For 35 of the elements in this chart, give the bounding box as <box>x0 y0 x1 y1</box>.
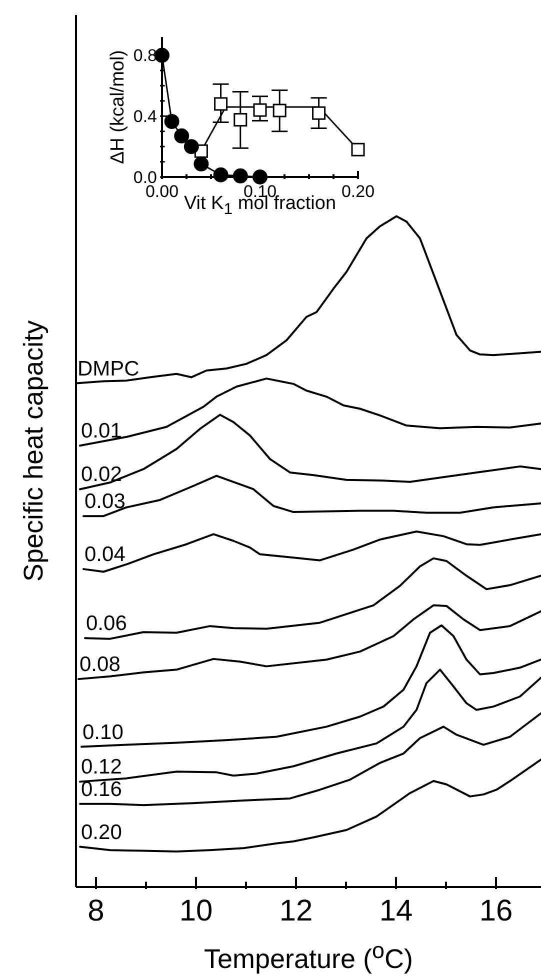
point <box>213 167 228 182</box>
point <box>174 128 190 144</box>
point <box>272 104 286 118</box>
series-label: 0.04 <box>84 543 126 566</box>
series-label: 0.08 <box>80 653 120 676</box>
point <box>252 170 268 184</box>
series-label: 0.06 <box>86 612 127 636</box>
y-axis-title: Specific heat capacity <box>18 320 48 582</box>
y-tick-label: 0.4 <box>133 107 157 126</box>
point <box>234 113 248 127</box>
point <box>164 114 180 129</box>
series-label: 0.10 <box>82 720 124 744</box>
point <box>214 97 228 111</box>
series-label: DMPC <box>78 357 140 380</box>
series-label: 0.03 <box>84 490 126 514</box>
x-axis-title: Temperature ($^{o}$C) <box>202 938 414 974</box>
point <box>194 156 209 172</box>
x-tick-label: 8 <box>88 894 104 928</box>
x-tick-label: 10 <box>179 894 213 928</box>
series-label: 0.01 <box>81 420 122 443</box>
x-tick-label: 12 <box>279 894 313 928</box>
x-tick-label: 16 <box>479 894 513 928</box>
y-axis-title: ΔH (kcal/mol) <box>108 50 128 164</box>
x-tick-label: 14 <box>379 894 413 928</box>
point <box>184 139 199 154</box>
series-label: 0.02 <box>81 463 122 486</box>
point <box>232 168 248 184</box>
series-label: 0.12 <box>81 756 122 779</box>
point <box>312 106 326 120</box>
series-label: 0.20 <box>81 820 122 844</box>
point <box>253 103 267 117</box>
series-label: 0.16 <box>81 778 122 801</box>
point <box>351 142 365 156</box>
x-tick-label: 0.20 <box>341 182 375 201</box>
point <box>154 48 170 63</box>
